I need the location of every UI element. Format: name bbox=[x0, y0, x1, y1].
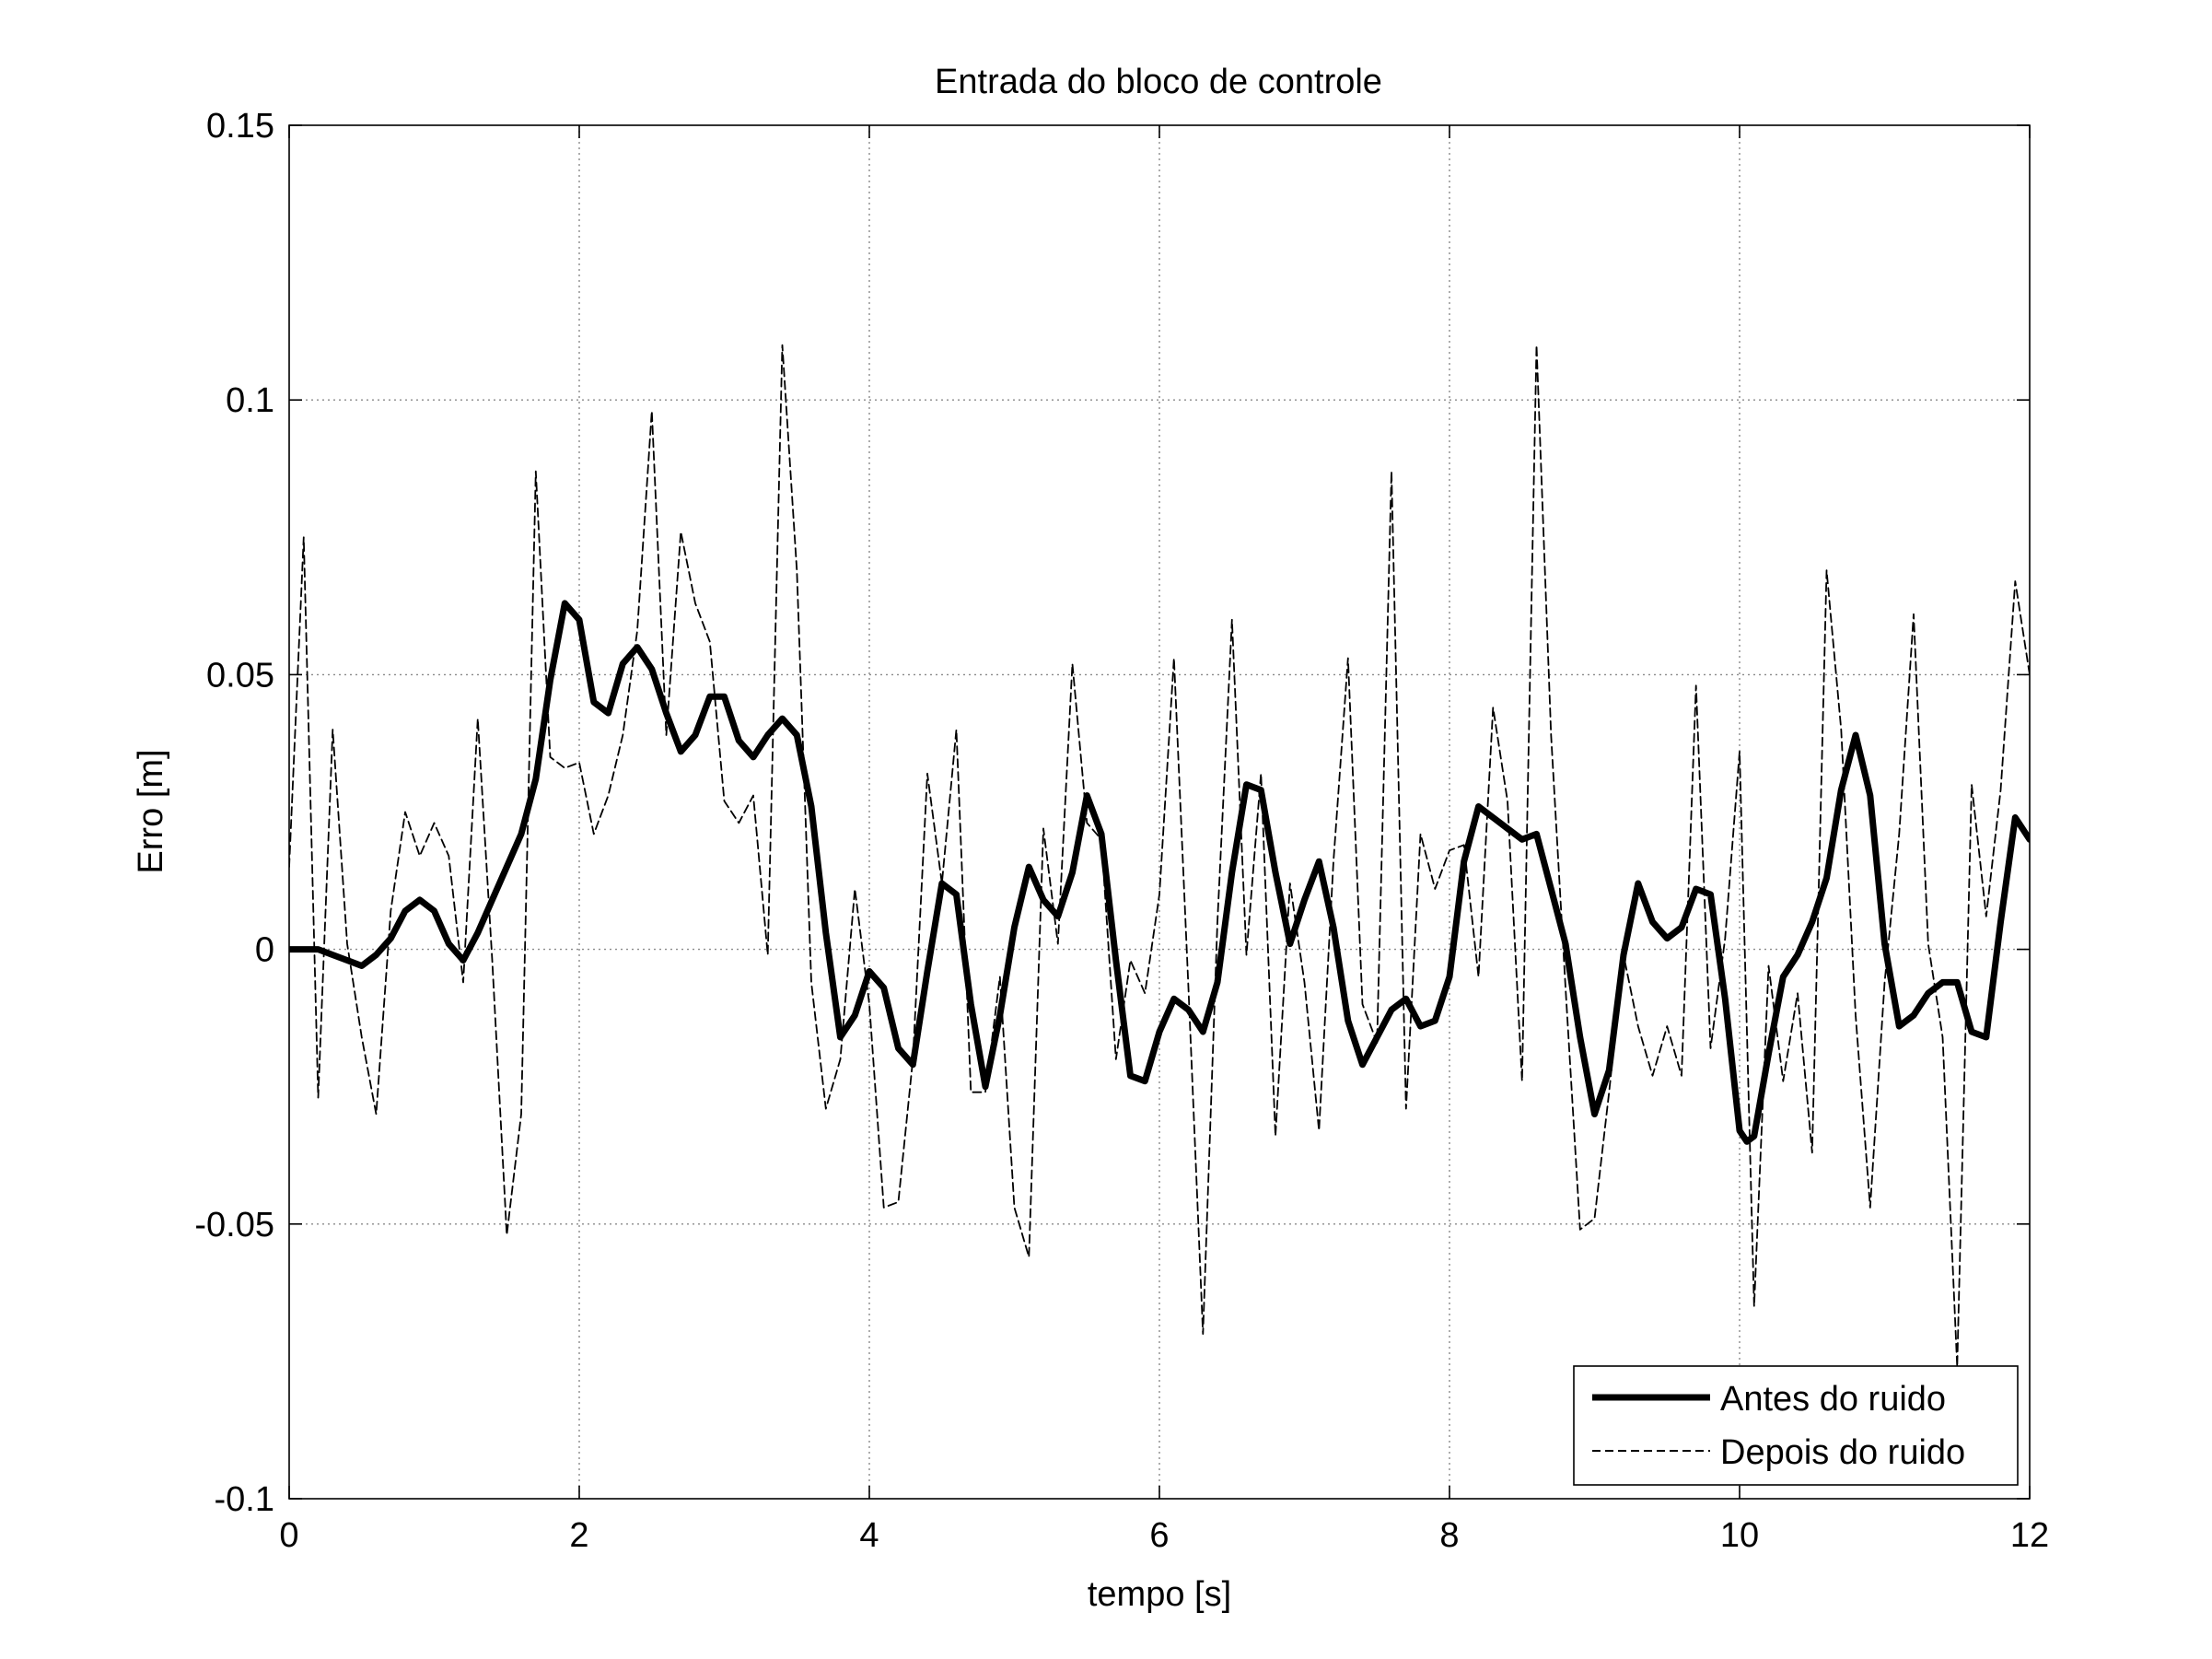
y-tick-label: 0.1 bbox=[226, 381, 274, 420]
legend-label-depois-do-ruido: Depois do ruido bbox=[1720, 1433, 1965, 1472]
series-line-antes-do-ruido bbox=[289, 600, 2030, 1145]
x-tick-label: 4 bbox=[859, 1516, 879, 1555]
y-tick-label: -0.05 bbox=[194, 1206, 274, 1244]
x-tick-label: 10 bbox=[1720, 1516, 1759, 1555]
y-tick-label: 0 bbox=[255, 931, 274, 970]
y-axis-label: Erro [m] bbox=[132, 749, 170, 873]
legend-box bbox=[1573, 1365, 2019, 1486]
x-tick-label: 6 bbox=[1149, 1516, 1169, 1555]
plot-series bbox=[289, 344, 2030, 1368]
series-line-depois-do-ruido bbox=[289, 344, 2030, 1368]
axis-ticks bbox=[288, 124, 2031, 1500]
y-tick-labels: -0.1 -0.05 0 0.05 0.1 0.15 bbox=[194, 107, 274, 1519]
legend: Antes do ruido Depois do ruido bbox=[1573, 1365, 2019, 1486]
y-tick-label: 0.15 bbox=[206, 107, 274, 146]
y-tick-label: -0.1 bbox=[215, 1480, 274, 1519]
x-axis-label: tempo [s] bbox=[1088, 1575, 1231, 1614]
chart-title: Entrada do bloco de controle bbox=[935, 63, 1382, 101]
y-tick-label: 0.05 bbox=[206, 656, 274, 695]
x-tick-label: 8 bbox=[1439, 1516, 1459, 1555]
legend-label-antes-do-ruido: Antes do ruido bbox=[1720, 1380, 1946, 1419]
x-tick-label: 12 bbox=[2010, 1516, 2049, 1555]
x-tick-labels: 0 2 4 6 8 10 12 bbox=[279, 1516, 2049, 1555]
grid-lines bbox=[289, 125, 2030, 1499]
x-tick-label: 2 bbox=[569, 1516, 588, 1555]
x-tick-label: 0 bbox=[279, 1516, 298, 1555]
